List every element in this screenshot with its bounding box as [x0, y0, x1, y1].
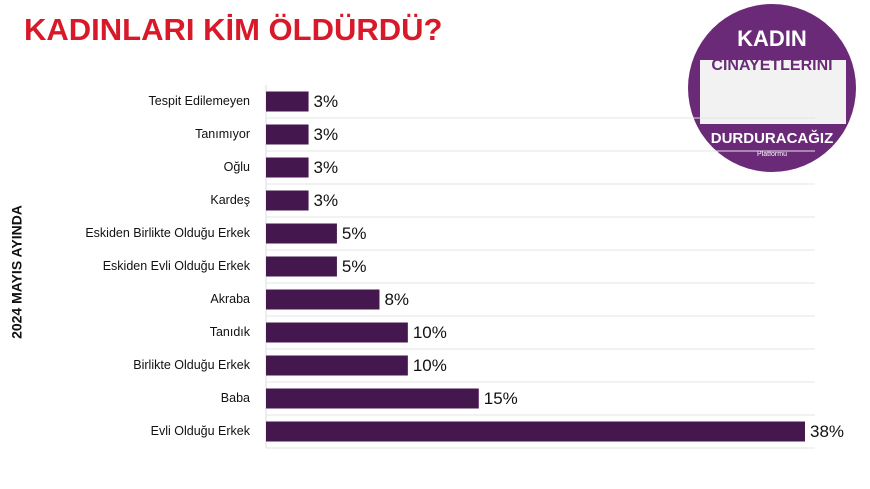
category-label: Kardeş: [210, 193, 250, 207]
value-label: 10%: [413, 323, 447, 342]
category-label: Eskiden Birlikte Olduğu Erkek: [85, 226, 250, 240]
bar: [266, 289, 380, 310]
value-label: 3%: [314, 125, 339, 144]
bar: [266, 124, 309, 145]
logo: KADIN CİNAYETLERİNİ DURDURACAĞIZ Platfor…: [688, 4, 856, 172]
category-label: Birlikte Olduğu Erkek: [133, 358, 250, 372]
value-label: 5%: [342, 224, 367, 243]
bar: [266, 421, 805, 442]
value-label: 3%: [314, 191, 339, 210]
bar: [266, 322, 408, 343]
bar: [266, 157, 309, 178]
category-label: Oğlu: [224, 160, 250, 174]
bar: [266, 223, 337, 244]
bar: [266, 190, 309, 211]
value-label: 3%: [314, 158, 339, 177]
category-label: Akraba: [210, 292, 250, 306]
value-label: 38%: [810, 422, 844, 441]
value-label: 5%: [342, 257, 367, 276]
category-label: Baba: [221, 391, 250, 405]
category-label: Tanımıyor: [195, 127, 250, 141]
bar: [266, 91, 309, 112]
bar: [266, 388, 479, 409]
value-label: 10%: [413, 356, 447, 375]
logo-text: DURDURACAĞIZ: [711, 129, 834, 147]
logo-text: Platformu: [757, 151, 787, 158]
category-label: Evli Olduğu Erkek: [151, 424, 251, 438]
category-label: Tespit Edilemeyen: [149, 94, 250, 108]
bar: [266, 355, 408, 376]
logo-text: CİNAYETLERİNİ: [711, 56, 832, 74]
value-label: 15%: [484, 389, 518, 408]
value-label: 8%: [384, 290, 409, 309]
bar: [266, 256, 337, 277]
logo-text: KADIN: [737, 26, 807, 51]
y-axis-label: 2024 MAYIS AYINDA: [9, 205, 25, 339]
category-label: Tanıdık: [210, 325, 251, 339]
category-label: Eskiden Evli Olduğu Erkek: [103, 259, 251, 273]
chart-title: KADINLARI KİM ÖLDÜRDÜ?: [24, 12, 442, 47]
value-label: 3%: [314, 92, 339, 111]
logo-photo-band: [700, 60, 846, 124]
